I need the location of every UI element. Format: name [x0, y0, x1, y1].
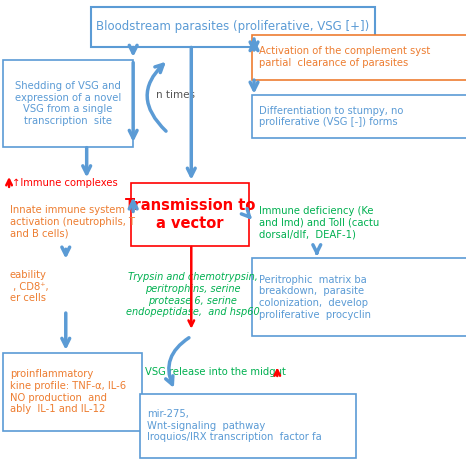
FancyBboxPatch shape — [140, 394, 356, 458]
Text: Transmission to
a vector: Transmission to a vector — [125, 198, 255, 231]
FancyBboxPatch shape — [252, 258, 470, 336]
Text: ↑Immune complexes: ↑Immune complexes — [12, 178, 118, 188]
Text: Shedding of VSG and
expression of a novel
VSG from a single
transcription  site: Shedding of VSG and expression of a nove… — [15, 81, 121, 126]
Text: VSG release into the midgut: VSG release into the midgut — [145, 367, 286, 377]
Text: Immune deficiency (Ke
and Imd) and Toll (cactu
dorsal/dlf,  DEAF-1): Immune deficiency (Ke and Imd) and Toll … — [259, 206, 379, 239]
FancyBboxPatch shape — [3, 60, 133, 147]
Text: Innate immune system
activation (neutrophils, T
and B cells): Innate immune system activation (neutrop… — [10, 205, 135, 238]
Text: Activation of the complement syst
partial  clearance of parasites: Activation of the complement syst partia… — [259, 46, 430, 68]
Text: Trypsin and chemotrypsin,
peritrophins, serine
protease 6, serine
endopeptidase,: Trypsin and chemotrypsin, peritrophins, … — [126, 273, 259, 317]
Text: Differentiation to stumpy, no
proliferative (VSG [-]) forms: Differentiation to stumpy, no proliferat… — [259, 106, 403, 128]
Text: n times: n times — [155, 90, 194, 100]
Text: Peritrophic  matrix ba
breakdown,  parasite
colonization,  develop
proliferative: Peritrophic matrix ba breakdown, parasit… — [259, 275, 371, 319]
Text: eability
 , CD8⁺,
er cells: eability , CD8⁺, er cells — [10, 270, 49, 303]
Text: mir-275,
Wnt-signaling  pathway
Iroquios/IRX transcription  factor fa: mir-275, Wnt-signaling pathway Iroquios/… — [147, 409, 322, 442]
FancyBboxPatch shape — [252, 35, 470, 80]
Text: Bloodstream parasites (proliferative, VSG [+]): Bloodstream parasites (proliferative, VS… — [97, 20, 370, 33]
FancyBboxPatch shape — [252, 95, 470, 138]
Text: proinflammatory
kine profile: TNF-α, IL-6
NO production  and
ably  IL-1 and IL-1: proinflammatory kine profile: TNF-α, IL-… — [10, 369, 126, 414]
FancyBboxPatch shape — [131, 182, 249, 246]
FancyBboxPatch shape — [91, 7, 375, 47]
FancyBboxPatch shape — [3, 353, 143, 431]
